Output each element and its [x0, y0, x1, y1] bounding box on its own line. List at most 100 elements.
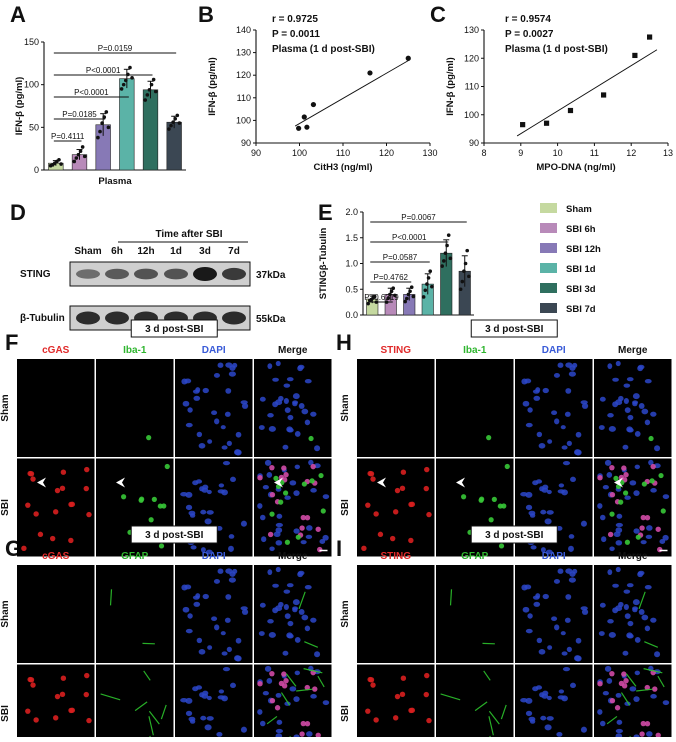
micro-g-red-cell — [281, 671, 286, 676]
panel-label-c: C — [430, 2, 446, 27]
micro-f-nucleus — [310, 488, 317, 493]
chart-b-stat-text: P = 0.0011 — [272, 29, 320, 40]
micro-h-nucleus — [567, 441, 572, 446]
chart-b-x-tick-label: 100 — [292, 148, 307, 158]
micro-f-red-cell — [68, 502, 73, 507]
micro-f-nucleus — [230, 477, 236, 482]
micro-f-nucleus — [235, 450, 242, 456]
micro-i-nucleus — [616, 693, 622, 698]
chart-a-data-point — [59, 162, 63, 166]
micro-h-red-cell — [424, 486, 429, 491]
micro-h-nucleus — [624, 384, 631, 388]
chart-e-data-point — [423, 288, 427, 292]
micro-i-nucleus — [663, 700, 669, 705]
micro-g-nucleus — [190, 719, 195, 723]
micro-i-red-cell — [393, 715, 398, 720]
blot-size-label: 55kDa — [256, 314, 286, 325]
micro-i-nucleus — [597, 709, 602, 715]
chart-e-data-point — [460, 280, 464, 284]
micro-h-red-cell — [657, 547, 662, 552]
micro-h-green-cell — [661, 508, 666, 513]
micro-h-red-cell — [408, 502, 413, 507]
micro-i-nucleus — [633, 599, 640, 605]
micro-f-red-cell — [310, 464, 315, 469]
micro-h-nucleus — [623, 445, 629, 450]
micro-f-nucleus — [223, 461, 230, 465]
micro-f-red-cell — [268, 532, 273, 537]
micro-h-nucleus — [531, 545, 537, 549]
micro-h-nucleus — [624, 398, 629, 404]
micro-i-nucleus — [523, 607, 530, 613]
micro-f-nucleus — [276, 540, 283, 545]
micro-h-nucleus — [565, 388, 571, 394]
micro-f-channel-label: cGAS — [42, 345, 70, 356]
micro-h-green-cell — [623, 490, 628, 495]
micro-g-red-cell — [270, 698, 275, 703]
micro-h-nucleus — [617, 514, 623, 519]
chart-a-p-value: P<0.0001 — [86, 66, 121, 75]
micro-g-red-cell — [68, 708, 73, 713]
chart-c-y-tick-label: 100 — [464, 110, 479, 120]
micro-g-nucleus — [260, 603, 266, 608]
chart-a-data-point — [105, 110, 109, 114]
micro-f-red-cell — [50, 536, 55, 541]
micro-g-nucleus — [201, 693, 208, 698]
micro-f-nucleus — [314, 445, 320, 451]
chart-e-data-point — [366, 302, 370, 306]
micro-h-nucleus — [605, 460, 611, 466]
micro-i-nucleus — [609, 632, 616, 638]
micro-h-nucleus — [570, 477, 576, 482]
micro-f-green-cell — [139, 498, 144, 503]
micro-f-green-cell — [283, 490, 288, 495]
micro-f-nucleus — [322, 535, 328, 541]
micro-i-image-tile — [436, 565, 514, 663]
micro-g-nucleus — [192, 686, 198, 691]
micro-g-nucleus — [290, 686, 297, 691]
micro-f-nucleus — [263, 485, 269, 489]
micro-i-red-cell — [597, 681, 602, 686]
micro-h-red-cell — [390, 536, 395, 541]
chart-a-y-tick-label: 150 — [24, 37, 39, 47]
chart-a-data-point — [100, 121, 104, 125]
chart-e-y-tick-label: 2.0 — [345, 207, 358, 217]
micro-h-red-cell — [373, 511, 378, 516]
micro-h-nucleus — [607, 363, 612, 369]
micro-f-red-cell — [21, 546, 26, 551]
micro-i-nucleus — [637, 572, 643, 578]
micro-i-nucleus — [645, 625, 650, 631]
micro-g-nucleus — [214, 579, 220, 584]
micro-f-nucleus — [259, 425, 265, 430]
micro-i-nucleus — [561, 695, 568, 701]
micro-f-red-cell — [61, 469, 66, 474]
micro-h-channel-label: STING — [380, 345, 411, 356]
chart-c-x-label: MPO-DNA (ng/ml) — [536, 162, 615, 173]
micro-g-red-cell — [299, 731, 304, 736]
micro-f-green-cell — [309, 478, 314, 483]
chart-a-data-point — [126, 73, 130, 77]
micro-g-red-cell — [25, 708, 30, 713]
micro-h-nucleus — [558, 362, 564, 367]
micro-g-nucleus — [186, 711, 192, 716]
micro-i-nucleus — [607, 569, 612, 575]
micro-f-nucleus — [267, 413, 274, 417]
micro-i-nucleus — [625, 613, 631, 619]
micro-g-nucleus — [230, 683, 236, 688]
micro-g-image-tile — [17, 665, 95, 738]
chart-a-data-point — [72, 160, 76, 164]
micro-g-nucleus — [221, 631, 226, 635]
micro-g-red-cell — [283, 678, 288, 683]
micro-f-red-cell — [33, 511, 38, 516]
chart-c-y-label: IFN-β (pg/ml) — [445, 57, 456, 116]
micro-h-nucleus — [599, 425, 605, 430]
micro-h-nucleus — [630, 480, 637, 485]
chart-a-data-point — [178, 121, 182, 125]
micro-g-red-cell — [30, 682, 35, 687]
chart-a-data-point — [150, 83, 154, 87]
micro-f-nucleus — [207, 510, 214, 515]
blot-band — [134, 269, 158, 280]
micro-f-red-cell — [38, 532, 43, 537]
micro-g-nucleus — [295, 671, 300, 676]
